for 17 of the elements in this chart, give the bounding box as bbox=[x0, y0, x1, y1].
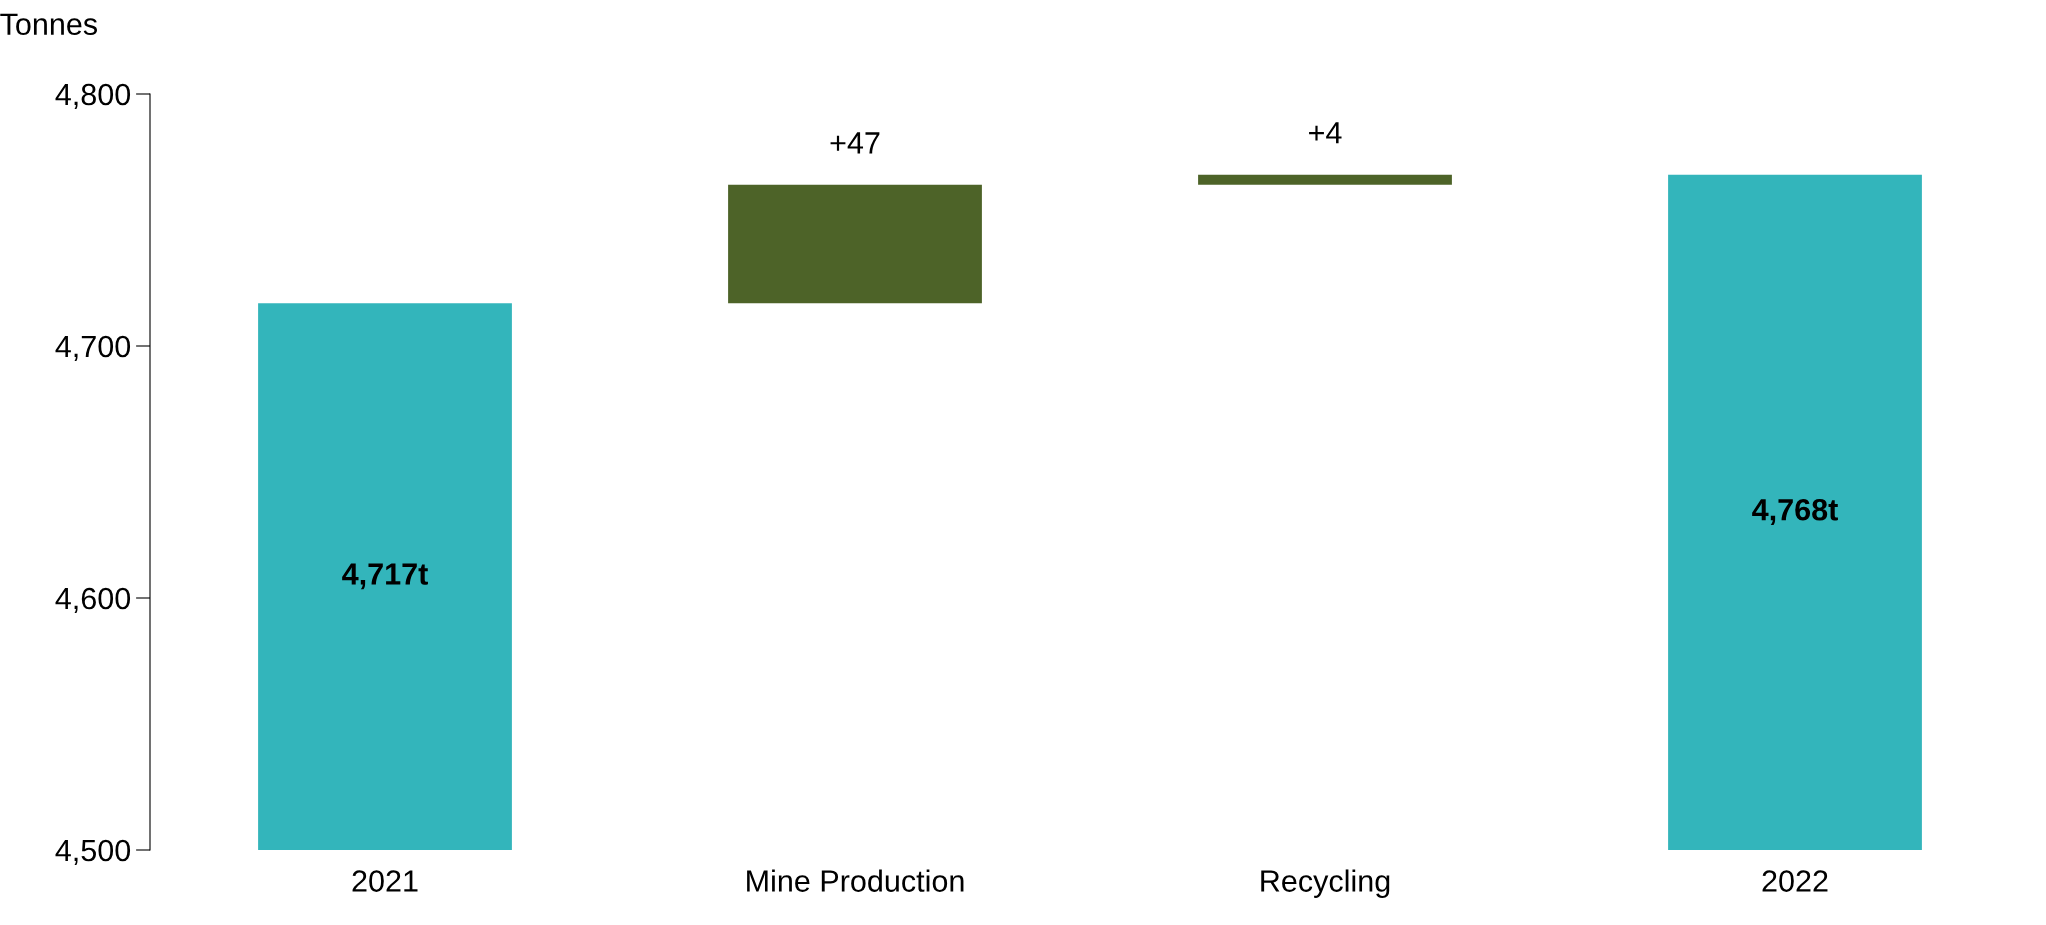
bar bbox=[1198, 174, 1452, 185]
y-tick-label: 4,700 bbox=[55, 335, 131, 361]
data-label: 4,717t bbox=[342, 563, 428, 590]
y-tick-label: 4,600 bbox=[55, 587, 131, 613]
bar bbox=[728, 184, 982, 304]
y-axis-title: Tonnes bbox=[0, 13, 98, 36]
data-label: +4 bbox=[1309, 122, 1342, 144]
y-tick-label: 4,500 bbox=[55, 839, 131, 865]
y-tick-label: 4,800 bbox=[55, 83, 131, 109]
x-tick-label: Recycling bbox=[1261, 869, 1390, 898]
data-label: +47 bbox=[830, 132, 880, 154]
x-tick-label: 2022 bbox=[1762, 870, 1828, 892]
bar bbox=[1668, 174, 1922, 850]
data-label: 4,768t bbox=[1752, 498, 1838, 525]
x-tick-label: Mine Production bbox=[747, 869, 964, 892]
bar bbox=[258, 303, 512, 850]
x-tick-label: 2021 bbox=[352, 870, 418, 892]
